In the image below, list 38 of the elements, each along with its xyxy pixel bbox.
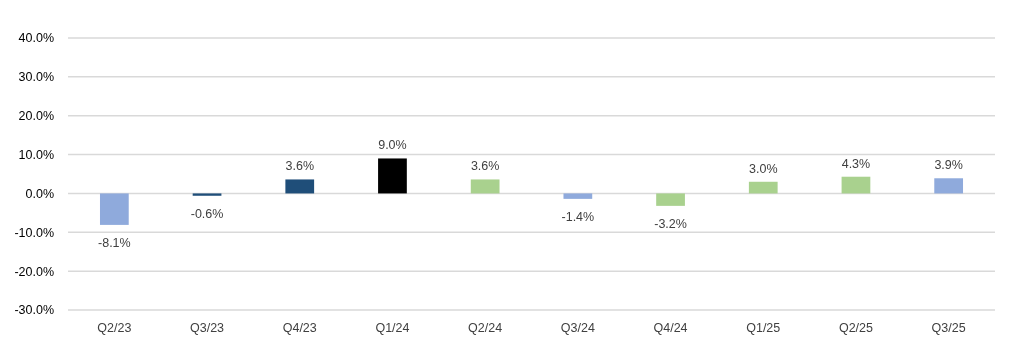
x-tick-label: Q2/24	[468, 321, 503, 335]
bar	[748, 181, 778, 194]
x-tick-label: Q3/25	[931, 321, 966, 335]
x-tick-label: Q2/25	[838, 321, 874, 335]
data-label: 3.6%	[285, 159, 314, 174]
data-label: 9.0%	[378, 138, 407, 153]
data-label: 3.9%	[934, 158, 963, 173]
x-tick-label: Q3/23	[190, 321, 225, 335]
data-label: 3.6%	[470, 159, 500, 174]
y-tick-label: 30.0%	[18, 70, 54, 85]
data-label: 3.0%	[749, 161, 778, 176]
x-tick-label: Q4/23	[282, 321, 317, 335]
y-tick-label: 10.0%	[18, 147, 54, 162]
bar	[563, 193, 593, 199]
data-label: -8.1%	[98, 235, 131, 250]
y-tick-label: 40.0%	[18, 31, 54, 46]
y-tick-label: 20.0%	[18, 109, 54, 124]
bar	[934, 178, 964, 194]
bar	[841, 176, 871, 194]
data-label: 4.3%	[841, 156, 871, 171]
x-tick-label: Q1/25	[746, 321, 781, 335]
data-label: -3.2%	[654, 216, 687, 231]
x-tick-label: Q2/23	[97, 321, 132, 335]
bar	[470, 179, 500, 194]
bar	[99, 193, 129, 225]
bar	[378, 158, 407, 194]
x-tick-label: Q3/24	[560, 321, 595, 335]
data-label: -0.6%	[190, 206, 224, 221]
y-tick-label: -20.0%	[14, 264, 54, 279]
y-tick-label: 0.0%	[25, 186, 54, 201]
bar	[192, 193, 222, 196]
y-tick-label: -10.0%	[14, 225, 54, 240]
data-label: -1.4%	[561, 209, 595, 224]
x-tick-label: Q4/24	[653, 321, 688, 335]
x-tick-label: Q1/24	[375, 321, 410, 335]
bar	[285, 179, 315, 194]
bar	[656, 193, 685, 206]
y-tick-label: -30.0%	[14, 303, 54, 318]
